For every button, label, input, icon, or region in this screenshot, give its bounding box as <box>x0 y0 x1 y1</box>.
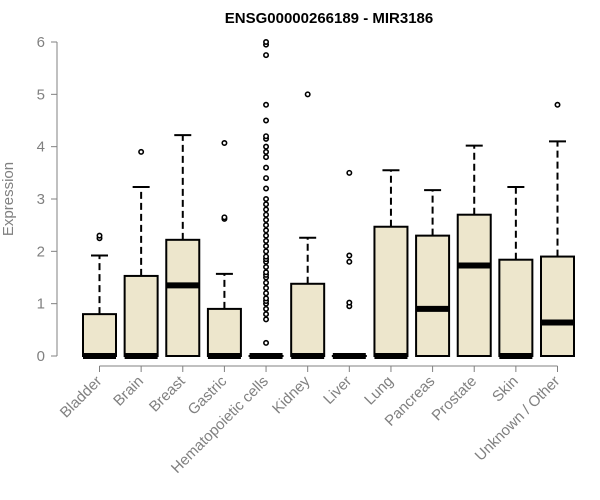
y-tick-label: 5 <box>37 86 45 103</box>
x-tick-label: Skin <box>489 373 522 406</box>
outlier-point <box>263 248 270 255</box>
outlier-point <box>263 185 270 192</box>
outlier-point <box>263 164 270 171</box>
outlier-point <box>263 243 270 250</box>
y-tick-label: 0 <box>37 348 45 365</box>
outlier-point <box>263 290 270 297</box>
outlier-point <box>263 227 270 234</box>
box-rect <box>82 313 117 357</box>
outlier-point <box>263 279 270 286</box>
box-lung <box>373 169 409 359</box>
outlier-point <box>263 253 270 260</box>
outlier-point <box>346 299 353 306</box>
outlier-point <box>263 284 270 291</box>
box-gastric <box>206 140 242 359</box>
outlier-point <box>263 232 270 239</box>
outlier-point <box>263 222 270 229</box>
y-tick-label: 2 <box>37 243 45 260</box>
outlier-point <box>221 214 228 221</box>
outlier-point <box>96 232 103 239</box>
outlier-point <box>346 258 353 265</box>
box-series <box>82 38 575 359</box>
x-tick-label: Liver <box>320 373 355 408</box>
outlier-point <box>263 143 270 150</box>
outlier-point <box>263 148 270 155</box>
outlier-point <box>263 295 270 302</box>
outlier-point <box>263 201 270 208</box>
x-tick-label: Kidney <box>269 372 314 417</box>
outlier-point <box>554 101 561 108</box>
box-rect <box>206 307 242 357</box>
outlier-point <box>346 252 353 259</box>
x-tick-label: Bladder <box>57 373 106 422</box>
outlier-point <box>221 140 228 147</box>
outlier-point <box>263 311 270 318</box>
box-rect <box>415 234 451 357</box>
box-pancreas <box>415 189 451 357</box>
outlier-point <box>304 91 311 98</box>
box-skin <box>498 185 534 359</box>
box-rect <box>498 258 534 357</box>
outlier-point <box>263 316 270 323</box>
outlier-point <box>263 339 270 346</box>
x-tick-label: Breast <box>146 372 189 415</box>
box-rect <box>165 238 201 358</box>
box-brain <box>123 148 159 359</box>
box-liver <box>331 169 367 359</box>
box-rect <box>540 255 575 358</box>
outlier-point <box>263 216 270 223</box>
outlier-point <box>263 237 270 244</box>
outlier-point <box>263 52 270 59</box>
box-unknown-other <box>540 101 575 358</box>
outlier-point <box>138 148 145 155</box>
y-tick-label: 1 <box>37 296 45 313</box>
outlier-point <box>263 133 270 140</box>
box-rect <box>456 213 492 357</box>
box-rect <box>373 225 409 357</box>
outlier-point <box>263 38 270 45</box>
outlier-point <box>263 101 270 108</box>
outlier-point <box>263 154 270 161</box>
y-tick-label: 4 <box>37 139 45 156</box>
outlier-point <box>263 264 270 271</box>
outlier-point <box>263 206 270 213</box>
x-tick-label: Prostate <box>429 373 481 425</box>
outlier-point <box>263 175 270 182</box>
box-bladder <box>82 232 117 359</box>
box-rect <box>123 274 159 357</box>
box-prostate <box>456 144 492 357</box>
box-rect <box>290 282 326 357</box>
box-hematopoietic-cells <box>248 38 284 359</box>
y-tick-label: 6 <box>37 34 45 51</box>
x-tick-label: Lung <box>361 373 397 409</box>
box-kidney <box>290 91 326 359</box>
outlier-point <box>263 196 270 203</box>
outlier-point <box>263 211 270 218</box>
x-tick-label: Brain <box>110 373 147 410</box>
outlier-point <box>263 269 270 276</box>
outlier-point <box>263 305 270 312</box>
y-axis-label: Expression <box>0 162 17 236</box>
y-tick-label: 3 <box>37 191 45 208</box>
chart-title: ENSG00000266189 - MIR3186 <box>225 10 433 27</box>
y-axis: 0 1 2 3 4 5 6 <box>37 34 58 365</box>
box-breast <box>165 134 201 358</box>
outlier-point <box>346 169 353 176</box>
outlier-point <box>263 117 270 124</box>
